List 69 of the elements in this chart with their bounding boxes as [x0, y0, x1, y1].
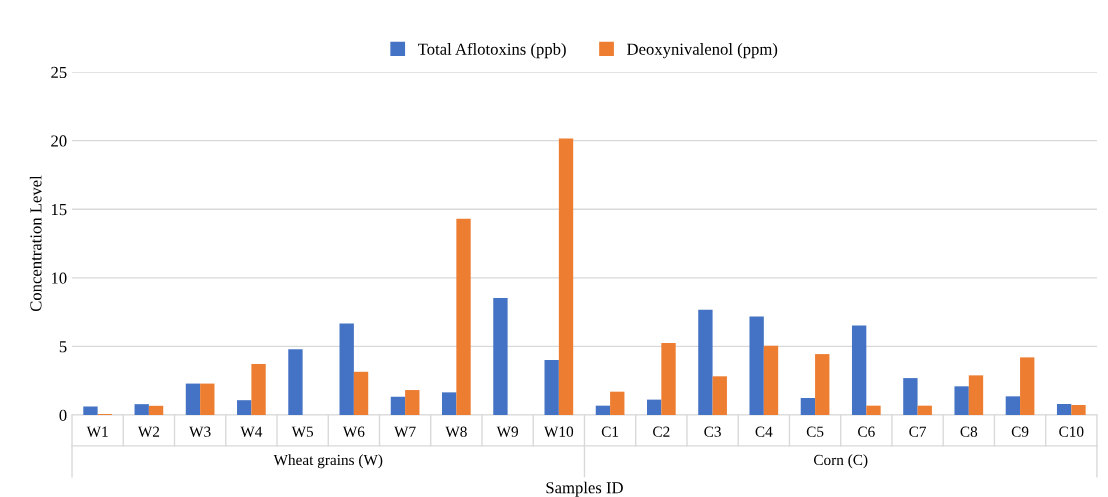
- x-tick-label: W10: [544, 426, 574, 437]
- bar: [646, 399, 662, 415]
- x-tick-label: C1: [601, 426, 619, 437]
- bar: [544, 359, 559, 415]
- bar: [558, 138, 574, 415]
- text: Corn (C): [813, 454, 868, 469]
- x-tick-label: W1: [86, 426, 108, 437]
- bar: [288, 349, 303, 415]
- bar: [134, 404, 149, 415]
- bar: [800, 397, 816, 415]
- x-tick-label: W6: [342, 426, 365, 437]
- legend-label: Total Aflotoxins (ppb): [418, 42, 566, 59]
- text: Wheat grains (W): [273, 454, 383, 469]
- bar: [851, 325, 867, 415]
- bar: [237, 400, 252, 415]
- bar: [493, 298, 508, 415]
- y-tick-label: 10: [51, 272, 67, 284]
- bar: [1071, 404, 1086, 415]
- bar: [968, 375, 984, 415]
- x-axis-title: Samples ID: [546, 481, 623, 497]
- x-tick-label: C7: [909, 426, 927, 437]
- bar: [763, 345, 779, 415]
- x-tick-label: W4: [240, 426, 263, 437]
- x-tick-label: C8: [960, 426, 978, 437]
- bar: [866, 405, 881, 415]
- bar: [1056, 404, 1072, 415]
- x-tick-label: W7: [394, 426, 416, 437]
- y-tick-label: 25: [51, 66, 67, 79]
- bar: [1005, 396, 1021, 415]
- bar: [339, 323, 354, 415]
- bar: [903, 378, 918, 415]
- x-tick-label: C4: [755, 426, 773, 437]
- x-tick-label: C5: [806, 426, 824, 437]
- bar: [595, 405, 611, 415]
- bar: [148, 405, 164, 415]
- x-tick-label: W8: [445, 426, 467, 437]
- bar: [405, 390, 420, 415]
- y-tick-label: 0: [59, 409, 67, 421]
- bar: [200, 383, 215, 415]
- bar: [610, 391, 625, 415]
- bar: [815, 354, 830, 415]
- x-tick-label: C2: [653, 426, 670, 437]
- x-tick-label: W3: [189, 426, 211, 437]
- bar: [83, 406, 98, 415]
- x-tick-label: C3: [704, 426, 721, 437]
- bar: [712, 376, 727, 415]
- bar: [954, 386, 969, 415]
- y-tick-label: 5: [59, 341, 67, 353]
- bar: [442, 392, 457, 415]
- legend-label: Deoxynivalenol (ppm): [627, 43, 778, 59]
- x-tick-label: W9: [496, 426, 519, 437]
- bar: [1020, 357, 1035, 415]
- bar: [456, 218, 471, 415]
- y-tick-label: 20: [51, 135, 67, 147]
- bar: [661, 343, 676, 415]
- bar: [749, 316, 764, 415]
- y-axis-title: Concentration Level: [29, 175, 42, 312]
- x-tick-label: C9: [1011, 426, 1029, 437]
- y-tick-label: 15: [51, 204, 67, 216]
- bar: [251, 363, 266, 415]
- x-tick-label: C10: [1059, 426, 1084, 437]
- bar: [698, 309, 713, 415]
- bar: [185, 383, 201, 415]
- bar: [390, 396, 406, 415]
- x-tick-label: W5: [291, 426, 314, 437]
- bar: [353, 371, 369, 415]
- x-tick-label: C6: [858, 426, 875, 437]
- bar: [917, 405, 932, 415]
- x-tick-label: W2: [137, 426, 160, 437]
